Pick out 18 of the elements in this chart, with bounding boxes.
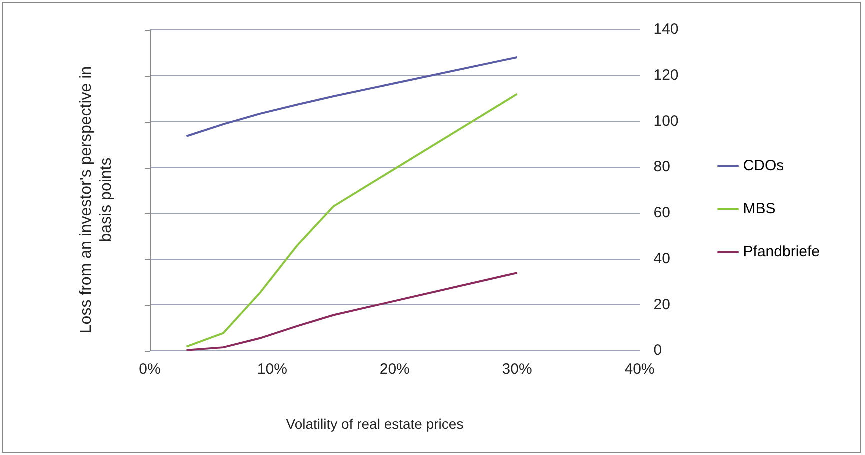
x-tick-label: 40% [624,361,655,378]
x-tick-label: 20% [380,361,410,378]
legend-label: CDOs [743,158,784,175]
legend-label: Pfandbriefe [743,244,820,261]
x-tick-label: 30% [502,361,532,378]
y-axis-title: Loss from an investor's perspective in basis points [77,65,116,336]
y-tick-label: 80 [654,158,670,176]
x-tick-label: 0% [139,361,161,378]
y-tick-label: 0 [654,342,662,360]
legend-label: MBS [743,200,776,218]
y-tick-label: 40 [654,250,670,268]
x-tick-label: 10% [257,361,288,378]
y-tick-label: 60 [654,204,670,222]
y-tick-label: 100 [654,112,679,130]
x-axis-title: Volatility of real estate prices [285,416,465,432]
y-tick-label: 140 [654,21,679,38]
y-tick-label: 20 [654,296,670,314]
y-tick-label: 120 [654,67,679,84]
